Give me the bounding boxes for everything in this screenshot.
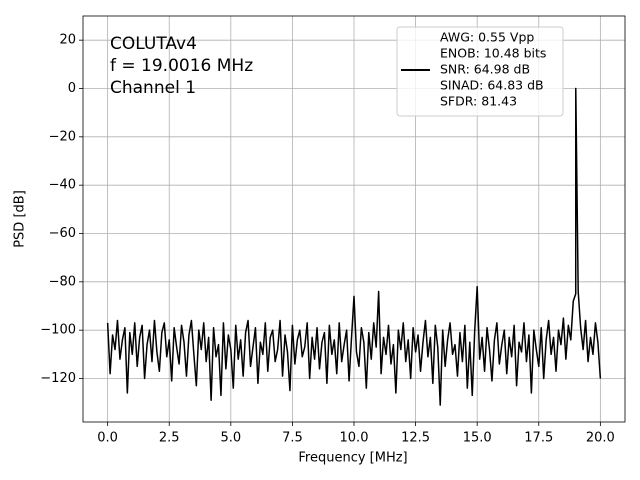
y-tick-label: −60: [49, 226, 76, 241]
y-tick-label: 20: [59, 33, 76, 48]
x-tick-label: 5.0: [220, 431, 241, 446]
legend-label: AWG: 0.55 Vpp: [440, 30, 534, 45]
y-axis-label: PSD [dB]: [13, 190, 28, 248]
x-tick-label: 2.5: [159, 431, 180, 446]
x-tick-label: 7.5: [282, 431, 303, 446]
x-tick-label: 0.0: [97, 431, 118, 446]
x-tick-label: 12.5: [401, 431, 430, 446]
annotation: COLUTAv4: [110, 34, 197, 54]
x-axis-label: Frequency [MHz]: [298, 451, 407, 466]
plot: [106, 87, 602, 406]
legend-label: SFDR: 81.43: [440, 94, 517, 109]
annotation: f = 19.0016 MHz: [110, 56, 253, 76]
y-tick-label: −40: [49, 178, 76, 193]
psd-line: [106, 87, 602, 406]
y-tick-label: −80: [49, 274, 76, 289]
legend-label: ENOB: 10.48 bits: [440, 46, 546, 61]
legend-box: [396, 26, 564, 117]
y-tick-label: −120: [40, 371, 76, 386]
y-tick-label: 0: [68, 81, 76, 96]
x-tick-label: 10.0: [340, 431, 369, 446]
legend-label: SINAD: 64.83 dB: [440, 78, 544, 93]
x-tick-label: 15.0: [463, 431, 492, 446]
legend-label: SNR: 64.98 dB: [440, 62, 530, 77]
x-tick-label: 20.0: [586, 431, 615, 446]
annotation: Channel 1: [110, 78, 196, 98]
x-tick-label: 17.5: [524, 431, 553, 446]
y-tick-label: −100: [40, 323, 76, 338]
y-tick-label: −20: [49, 129, 76, 144]
